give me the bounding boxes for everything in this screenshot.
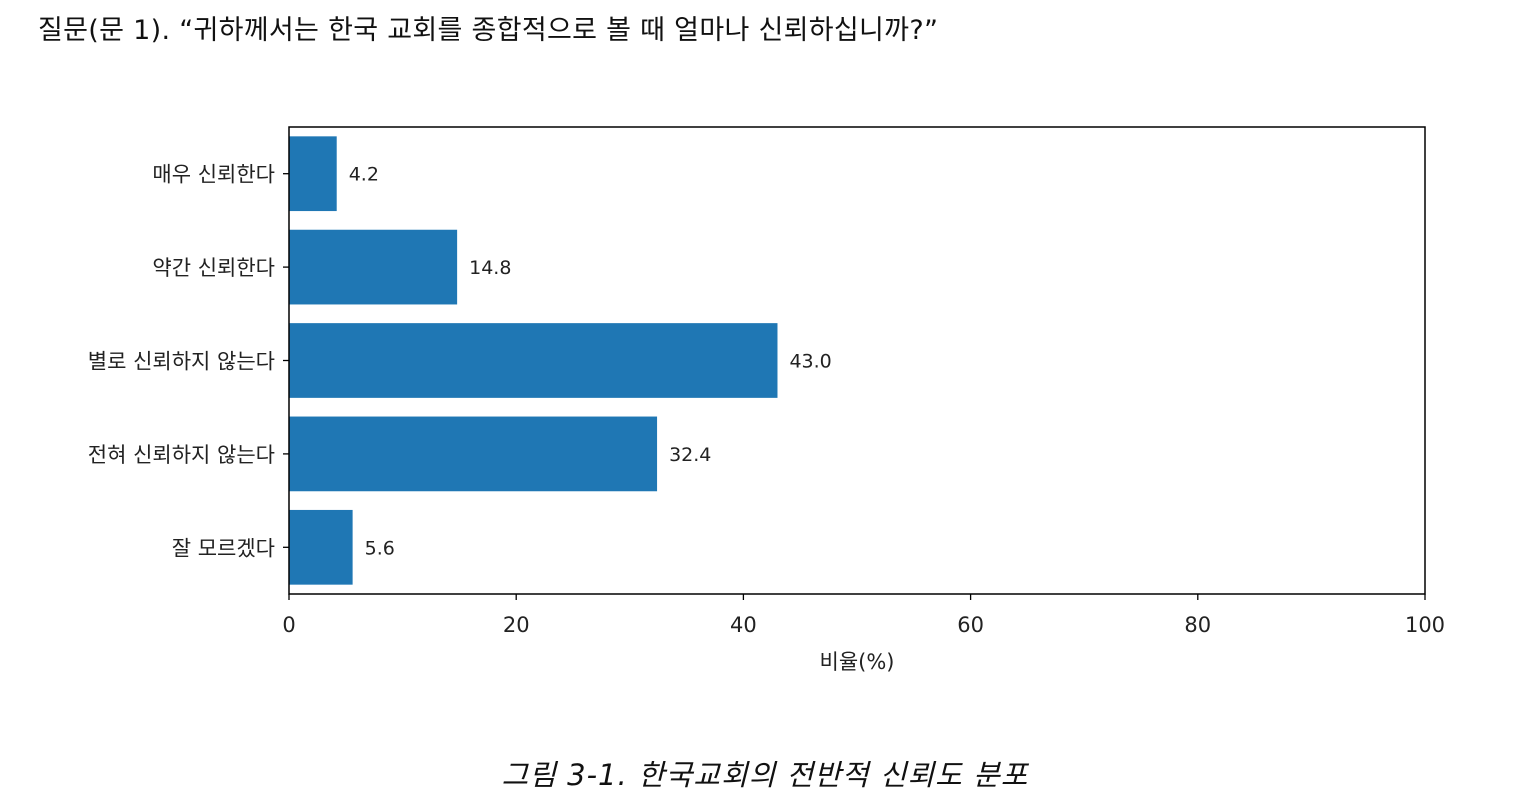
bars-layer [289,136,778,585]
labels-layer: 4.2 14.8 43.0 32.4 5.6 [349,164,832,560]
category-label: 전혀 신뢰하지 않는다 [88,443,275,467]
bar [289,416,658,492]
category-label: 약간 신뢰한다 [152,256,275,280]
x-tick-label: 60 [957,613,984,637]
x-tick-label: 20 [503,613,530,637]
bar [289,229,458,305]
bar [289,136,337,212]
x-tick-label: 0 [282,613,295,637]
bar-value-label: 43.0 [789,351,831,373]
category-label: 별로 신뢰하지 않는다 [88,350,275,374]
bar-value-label: 32.4 [669,444,711,466]
bar-value-label: 5.6 [365,537,395,559]
category-label: 매우 신뢰한다 [152,163,275,187]
x-tick-label: 100 [1405,613,1445,637]
x-axis-label: 비율(%) [820,650,895,674]
bar [289,509,353,585]
question-text: 질문(문 1). “귀하께서는 한국 교회를 종합적으로 볼 때 얼마나 신뢰하… [38,15,939,46]
category-label: 잘 모르겠다 [172,536,275,560]
x-tick-label: 80 [1184,613,1211,637]
bar-value-label: 4.2 [349,164,379,186]
bar-value-label: 14.8 [469,257,511,279]
bar [289,323,778,398]
x-tick-label: 40 [730,613,757,637]
figure-caption: 그림 3-1. 한국교회의 전반적 신뢰도 분포 [501,758,1029,792]
